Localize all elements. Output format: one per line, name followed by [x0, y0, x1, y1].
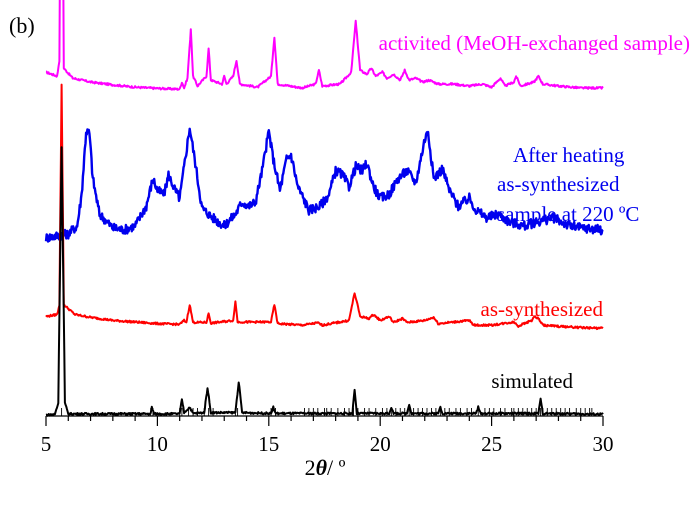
trace-simulated [45, 146, 604, 417]
x-tick-label: 15 [258, 432, 279, 456]
series-label-heated-line-2: as-synthesized [497, 172, 620, 196]
x-axis-title-prefix: 2 [305, 455, 316, 480]
trace-activated [45, 0, 604, 91]
trace-as-synthesized [45, 83, 604, 331]
series-label-heated-line-3: sample at 220 ºC [497, 202, 639, 226]
x-axis-ticks: 5 10 15 20 25 30 [41, 416, 614, 456]
x-axis-title-unit: / º [327, 455, 346, 480]
series-label-simulated: simulated [491, 369, 573, 393]
series-label-activated: activited (MeOH-exchanged sample) [379, 31, 690, 55]
simulated-reflection-ticks [61, 408, 593, 416]
x-tick-label: 30 [593, 432, 614, 456]
x-axis-title: 2θ/ º [305, 455, 346, 480]
x-tick-label: 20 [370, 432, 391, 456]
x-axis-title-symbol: θ [316, 455, 328, 480]
trace-heated [44, 127, 604, 243]
series-label-as-synthesized: as-synthesized [481, 297, 604, 321]
series-label-heated-line-1: After heating [513, 143, 625, 167]
diffraction-traces [44, 0, 604, 417]
panel-label: (b) [9, 13, 35, 38]
x-tick-label: 10 [147, 432, 168, 456]
x-tick-label: 25 [481, 432, 502, 456]
x-tick-label: 5 [41, 432, 52, 456]
